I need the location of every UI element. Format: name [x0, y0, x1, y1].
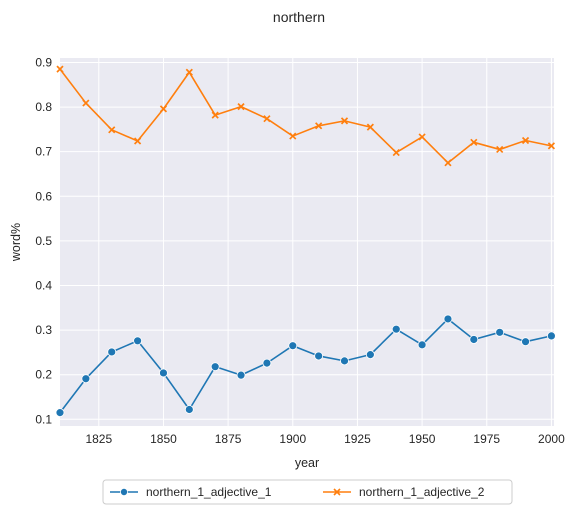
x-tick-label: 1975	[473, 432, 500, 446]
data-point	[469, 335, 479, 344]
y-tick-label: 0.3	[35, 323, 52, 337]
data-point	[340, 356, 349, 366]
data-point	[365, 350, 375, 360]
x-tick-label: 1950	[409, 432, 436, 446]
data-point	[107, 347, 117, 357]
data-point	[444, 159, 452, 167]
data-point-stroke	[263, 115, 271, 123]
legend: northern_1_adjective_1 northern_1_adjecti…	[102, 479, 513, 505]
data-point-stroke	[133, 137, 142, 145]
data-point	[236, 370, 246, 380]
data-point	[521, 337, 530, 347]
data-point	[237, 103, 245, 111]
data-point	[495, 327, 505, 337]
data-point	[289, 132, 297, 140]
data-point	[262, 358, 272, 368]
y-axis-title: word%	[9, 223, 23, 262]
data-point-stroke	[521, 136, 530, 145]
data-point-stroke	[82, 99, 90, 107]
data-point-stroke	[211, 111, 219, 119]
y-tick-label: 0.2	[35, 368, 52, 382]
x-tick-label: 1825	[85, 432, 112, 446]
legend-label-1: northern_1_adjective_1	[146, 485, 272, 499]
data-point-stroke	[159, 105, 168, 113]
series-line-2	[59, 68, 552, 164]
data-point	[288, 341, 298, 351]
data-point	[547, 142, 556, 150]
data-point-stroke	[237, 103, 245, 111]
x-axis-title: year	[295, 456, 319, 470]
legend-marker-stroke	[333, 488, 341, 496]
x-tick-label: 2000	[538, 432, 565, 446]
data-point	[314, 351, 324, 361]
data-point	[418, 133, 426, 141]
legend-marker-2	[333, 488, 341, 496]
data-point-stroke	[185, 68, 193, 76]
y-tick-label: 0.8	[35, 100, 52, 114]
data-point	[82, 99, 90, 107]
data-point	[417, 340, 427, 350]
y-tick-label: 0.9	[35, 55, 52, 69]
data-point	[211, 111, 219, 119]
y-tick-label: 0.6	[35, 189, 52, 203]
series-layer	[55, 65, 556, 418]
series-line-1	[59, 318, 552, 414]
x-tick-label: 1850	[150, 432, 177, 446]
x-tick-label: 1875	[215, 432, 242, 446]
data-point	[443, 314, 453, 324]
grid-lines	[60, 58, 554, 426]
data-point	[547, 331, 556, 341]
data-point	[315, 122, 323, 130]
data-point	[391, 324, 401, 334]
y-tick-labels: 0.1 0.2 0.3 0.4 0.5 0.6 0.7 0.8 0.9	[35, 55, 52, 426]
x-tick-labels: 1825 1850 1875 1900 1925 1950 1975 2000	[85, 432, 565, 446]
data-point	[159, 105, 168, 113]
data-point-stroke	[340, 117, 349, 125]
data-point	[521, 136, 530, 145]
y-tick-label: 0.1	[35, 412, 52, 426]
legend-label-2: northern_1_adjective_2	[359, 485, 485, 499]
data-point-stroke	[315, 122, 323, 130]
data-point-stroke	[470, 138, 478, 146]
data-point	[81, 374, 91, 384]
data-point	[56, 65, 64, 73]
legend-marker-1	[120, 487, 129, 496]
chart-title: northern	[273, 9, 325, 25]
data-point-stroke	[366, 123, 374, 131]
data-point-stroke	[418, 133, 426, 141]
data-point-stroke	[392, 148, 400, 157]
data-point	[185, 68, 193, 76]
data-point	[263, 115, 271, 123]
data-point	[210, 362, 220, 372]
data-point	[133, 137, 142, 145]
data-point	[366, 123, 374, 131]
data-point-stroke	[444, 159, 452, 167]
x-tick-label: 1900	[279, 432, 306, 446]
data-point-stroke	[547, 142, 556, 150]
legend-box	[102, 479, 513, 505]
data-point	[133, 336, 142, 346]
data-point-stroke	[289, 132, 297, 140]
data-point	[184, 405, 194, 414]
data-point	[496, 145, 504, 154]
x-tick-label: 1925	[344, 432, 371, 446]
plot-area	[60, 58, 554, 426]
data-point-stroke	[56, 65, 64, 73]
data-point-stroke	[496, 145, 504, 154]
y-tick-label: 0.4	[35, 278, 52, 292]
data-point	[108, 126, 116, 134]
data-point	[470, 138, 478, 146]
data-point	[55, 408, 65, 418]
data-point-stroke	[108, 126, 116, 134]
y-tick-label: 0.5	[35, 234, 52, 248]
data-point	[159, 368, 168, 378]
data-point	[340, 117, 349, 125]
y-tick-label: 0.7	[35, 145, 52, 159]
data-point	[392, 148, 400, 157]
